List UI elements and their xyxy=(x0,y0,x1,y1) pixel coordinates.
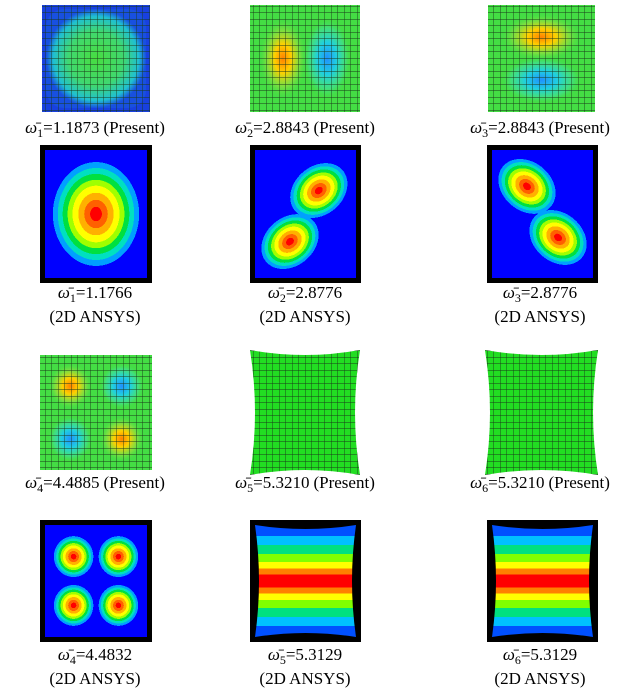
frequency: =2.8776 xyxy=(521,283,577,302)
mode-panel: ω̄2=2.8776 (2D ANSYS) xyxy=(245,145,364,326)
mode-panel: ω̄3=2.8843(Present) xyxy=(470,5,610,140)
mode-panel: ω̄1=1.1873(Present) xyxy=(25,5,165,140)
method: (Present) xyxy=(103,118,164,137)
frequency: =5.3210 xyxy=(253,473,309,492)
caption: ω̄6=5.3210(Present) xyxy=(470,473,610,495)
method: (Present) xyxy=(103,473,164,492)
caption: ω̄5=5.3210(Present) xyxy=(235,473,375,495)
frequency: =5.3210 xyxy=(488,473,544,492)
caption: ω̄4=4.4885(Present) xyxy=(25,473,165,495)
caption: ω̄3=2.8776 xyxy=(503,283,577,305)
method: (2D ANSYS) xyxy=(494,669,585,688)
mesh xyxy=(42,5,150,112)
frequency: =2.8843 xyxy=(253,118,309,137)
frequency: =2.8776 xyxy=(286,283,342,302)
caption: ω̄3=2.8843(Present) xyxy=(470,118,610,140)
frequency: =4.4832 xyxy=(76,645,132,664)
contour xyxy=(51,582,96,628)
frequency: =2.8843 xyxy=(488,118,544,137)
method: (2D ANSYS) xyxy=(49,307,140,326)
mode-panel: ω̄6=5.3210(Present) xyxy=(470,350,610,495)
contour xyxy=(96,582,141,628)
caption: ω̄6=5.3129 xyxy=(503,645,577,667)
mode-panel: ω̄4=4.4885(Present) xyxy=(25,355,165,495)
mode-panel: ω̄1=1.1766 (2D ANSYS) xyxy=(40,145,152,326)
mode-panel: ω̄6=5.3129 (2D ANSYS) xyxy=(487,520,598,688)
contour xyxy=(96,533,141,579)
method: (Present) xyxy=(548,118,609,137)
method: (Present) xyxy=(313,118,374,137)
caption: ω̄1=1.1766 xyxy=(58,283,132,305)
figure: ω̄1=1.1873(Present) ω̄2=2.8843(Present) ω̄… xyxy=(0,0,633,695)
mode-panel: ω̄4=4.4832 (2D ANSYS) xyxy=(40,520,152,688)
contour xyxy=(492,525,593,637)
mesh xyxy=(485,350,598,475)
mode-panel: ω̄5=5.3129 (2D ANSYS) xyxy=(250,520,361,688)
mesh xyxy=(488,5,595,112)
contour xyxy=(255,525,356,637)
frequency: =1.1873 xyxy=(43,118,99,137)
contour xyxy=(51,533,96,579)
mesh xyxy=(250,5,360,112)
caption: ω̄2=2.8843(Present) xyxy=(235,118,375,140)
method: (2D ANSYS) xyxy=(494,307,585,326)
frequency: =4.4885 xyxy=(43,473,99,492)
contour xyxy=(47,155,145,273)
frequency: =5.3129 xyxy=(521,645,577,664)
caption: ω̄2=2.8776 xyxy=(268,283,342,305)
caption: ω̄4=4.4832 xyxy=(58,645,132,667)
mode-panel: ω̄5=5.3210(Present) xyxy=(235,350,375,495)
mesh xyxy=(40,355,152,470)
method: (2D ANSYS) xyxy=(49,669,140,688)
frequency: =5.3129 xyxy=(286,645,342,664)
mode-panel: ω̄2=2.8843(Present) xyxy=(235,5,375,140)
method: (Present) xyxy=(313,473,374,492)
frequency: =1.1766 xyxy=(76,283,132,302)
method: (2D ANSYS) xyxy=(259,307,350,326)
method: (Present) xyxy=(548,473,609,492)
method: (2D ANSYS) xyxy=(259,669,350,688)
caption: ω̄5=5.3129 xyxy=(268,645,342,667)
mesh xyxy=(250,350,360,475)
mode-panel: ω̄3=2.8776 (2D ANSYS) xyxy=(482,142,603,326)
caption: ω̄1=1.1873(Present) xyxy=(25,118,165,140)
